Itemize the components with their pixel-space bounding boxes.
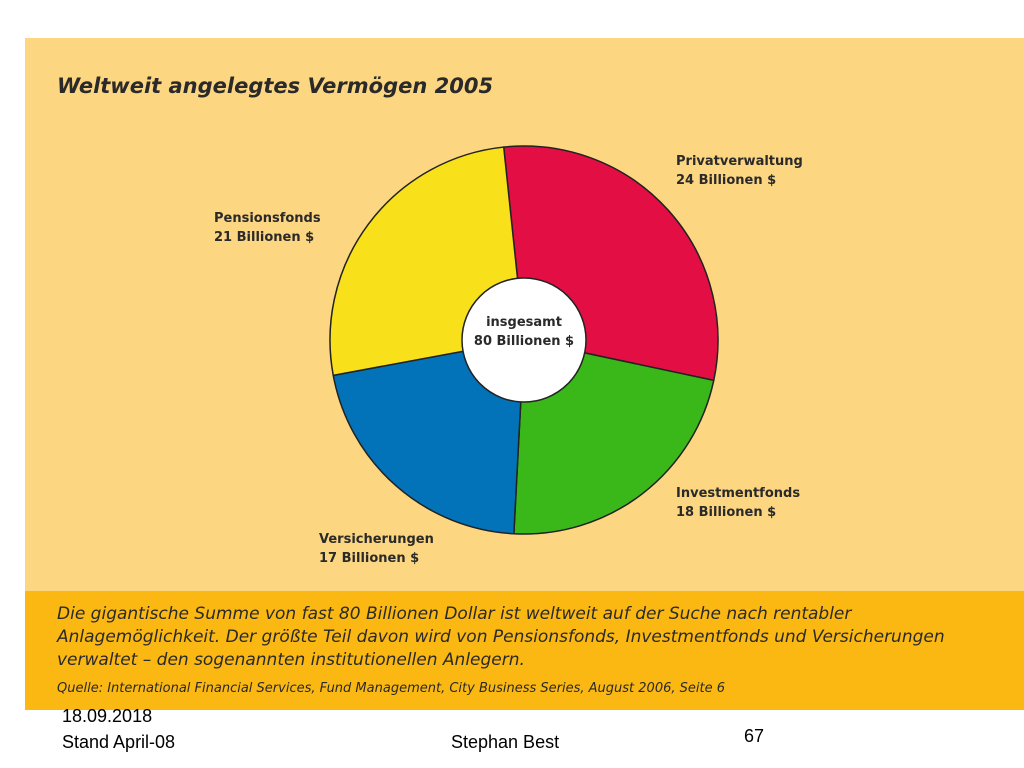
slice-value: 18 Billionen $ [676,505,777,520]
caption-text: Die gigantische Summe von fast 80 Billio… [57,603,1007,672]
slice-value: 21 Billionen $ [214,230,315,245]
total-label-line: 80 Billionen $ [473,334,575,349]
caption-line: Die gigantische Summe von fast 80 Billio… [57,604,852,624]
chart-title: Weltweit angelegtes Vermögen 2005 [57,74,494,98]
caption-line: verwaltet – den sogenannten institutione… [57,650,525,670]
slice-value: 17 Billionen $ [319,551,420,566]
pie-center-hole [461,277,587,403]
total-label: insgesamt 80 Billionen $ [464,313,584,351]
footer-stand: Stand April-08 [62,732,176,752]
slice-name: Investmentfonds [676,486,801,501]
slice-name: Privatverwaltung [676,154,803,169]
caption-band [25,591,1024,710]
page-number: 67 [744,726,765,746]
slice-label-pensionsfonds: Pensionsfonds 21 Billionen $ [214,209,321,247]
total-label-line: insgesamt [486,315,562,330]
pie-slice-versicherungen [332,339,525,535]
slice-name: Pensionsfonds [214,211,321,226]
pie-chart [329,145,719,535]
slice-value: 24 Billionen $ [676,173,777,188]
caption-line: Anlagemöglichkeit. Der größte Teil davon… [57,627,945,647]
slice-label-versicherungen: Versicherungen 17 Billionen $ [319,530,434,568]
footer-date: 18.09.2018 [62,706,153,726]
footer-author: Stephan Best [451,732,560,752]
source-note: Quelle: International Financial Services… [57,681,725,696]
slice-label-privatverwaltung: Privatverwaltung 24 Billionen $ [676,152,803,190]
slice-name: Versicherungen [319,532,434,547]
slice-label-investmentfonds: Investmentfonds 18 Billionen $ [676,484,800,522]
pie-slice-investmentfonds [513,339,715,535]
